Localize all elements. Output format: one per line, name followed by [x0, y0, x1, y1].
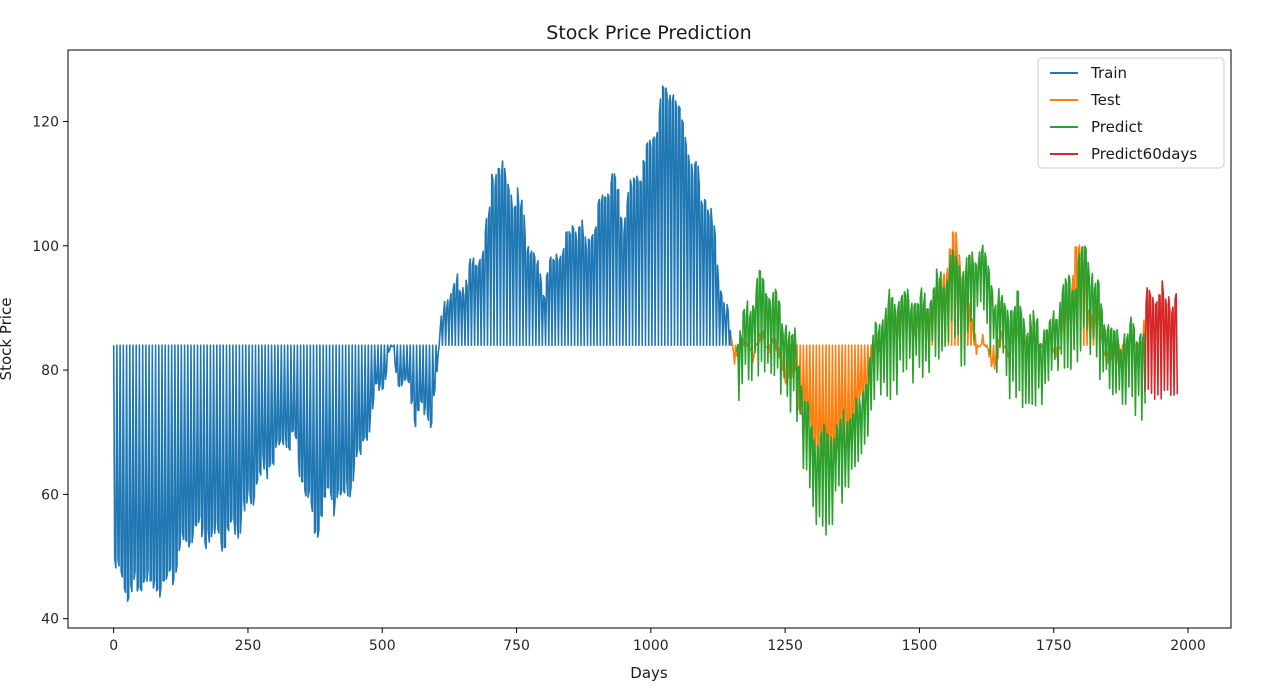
y-tick-label: 120: [32, 114, 59, 130]
x-axis: 0 250 500 750 1000 1250 1500 1750 2000: [109, 628, 1206, 654]
x-tick-label: 1250: [767, 638, 803, 654]
x-tick-label: 2000: [1170, 638, 1206, 654]
legend-label-predict: Predict: [1091, 118, 1143, 136]
x-tick-label: 1000: [633, 638, 669, 654]
y-tick-label: 80: [41, 363, 59, 379]
x-axis-label: Days: [630, 664, 668, 682]
y-tick-label: 60: [41, 487, 59, 503]
x-tick-label: 1750: [1036, 638, 1072, 654]
x-tick-label: 750: [503, 638, 530, 654]
series-line-predict: [736, 244, 1146, 536]
x-tick-label: 250: [235, 638, 262, 654]
legend-label-train: Train: [1090, 64, 1127, 82]
legend-label-test: Test: [1090, 91, 1121, 109]
chart-title: Stock Price Prediction: [546, 22, 751, 44]
series-line-predict60days: [1144, 280, 1179, 401]
y-tick-label: 100: [32, 239, 59, 255]
x-tick-label: 1500: [902, 638, 938, 654]
legend-frame: [1037, 57, 1225, 169]
y-axis-label: Stock Price: [0, 298, 15, 381]
y-axis: 40 60 80 100 120: [32, 114, 68, 628]
legend: Train Test Predict Predict60days: [1037, 57, 1225, 169]
series-line-train: [112, 85, 733, 603]
y-tick-label: 40: [41, 612, 59, 628]
x-tick-label: 0: [109, 638, 118, 654]
plot-area: [112, 85, 1179, 603]
plot-frame: [67, 49, 1232, 629]
x-tick-label: 500: [369, 638, 396, 654]
legend-label-predict60days: Predict60days: [1091, 145, 1197, 163]
